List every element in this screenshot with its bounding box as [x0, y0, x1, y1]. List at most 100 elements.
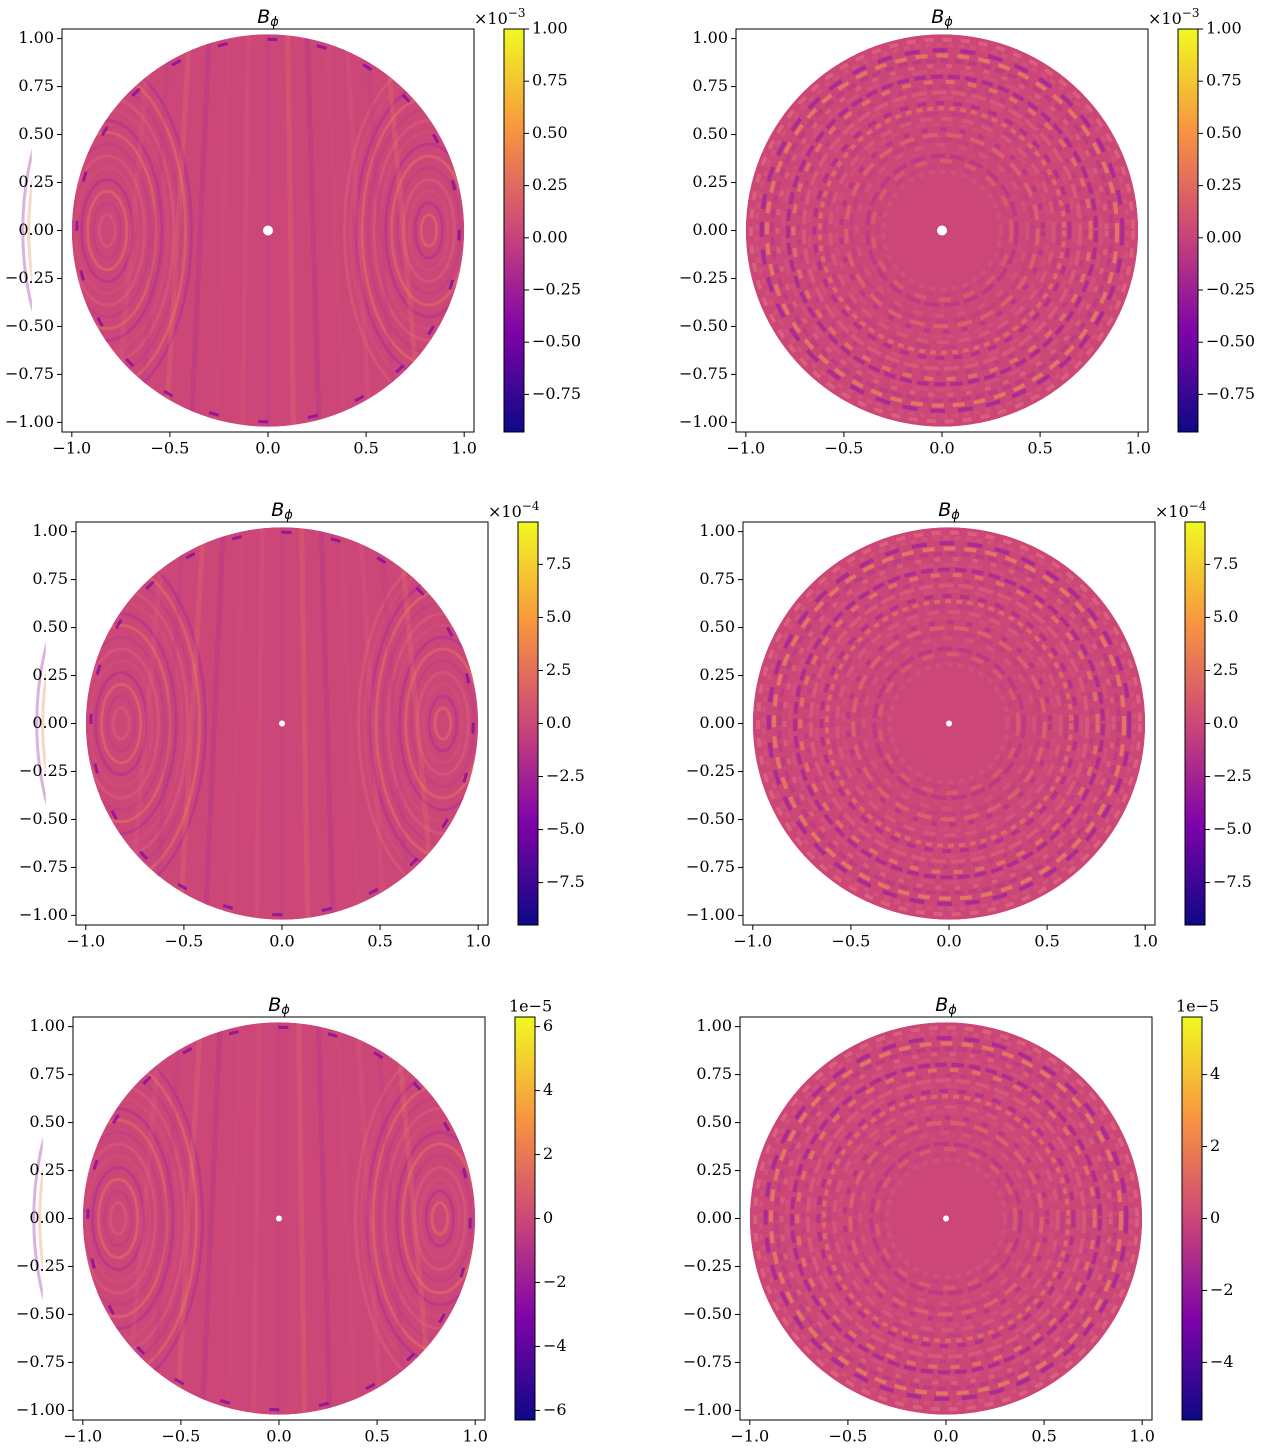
texture-ring — [827, 1099, 1065, 1338]
colorbar-tick-label: 0.25 — [1206, 175, 1242, 194]
texture-stripe — [250, 1022, 262, 1415]
colorbar-tick-label: 5.0 — [546, 607, 571, 626]
texture-ring — [869, 1141, 1023, 1296]
texture-ring — [790, 1062, 1102, 1375]
x-tick-label: 1.0 — [465, 932, 490, 951]
y-tick-label: 0.25 — [29, 1160, 65, 1179]
colorbar-tick-label: −0.75 — [1206, 384, 1255, 403]
colorbar-tick-label: 0.50 — [1206, 123, 1242, 142]
texture-stripe — [338, 527, 362, 920]
texture-stripe — [335, 1022, 359, 1415]
colorbar-tick-label: 0.75 — [1206, 71, 1242, 90]
y-tick-label: 0.50 — [18, 124, 54, 143]
texture-ring — [874, 1147, 1018, 1290]
colorbar-tick-label: 2.5 — [1213, 660, 1238, 679]
texture-stripe — [304, 34, 322, 427]
colorbar-tick-label: 7.5 — [546, 554, 571, 573]
texture-ring — [858, 1131, 1034, 1306]
y-tick-label: 1.00 — [699, 521, 735, 540]
texture-stripe — [318, 527, 336, 920]
y-tick-label: 1.00 — [32, 521, 68, 540]
y-tick-label: −0.50 — [5, 316, 54, 335]
colorbar-tick-label: −2.5 — [546, 766, 585, 785]
texture-ring — [798, 572, 1100, 875]
colorbar-offset: ×10−4 — [488, 499, 540, 521]
colorbar-tick-label: −0.25 — [532, 280, 581, 299]
texture-ring — [856, 630, 1042, 817]
texture-stripe — [363, 34, 399, 427]
center-hole — [943, 1215, 949, 1222]
colorbar-tick-label: −2 — [543, 1272, 567, 1291]
texture-arc — [105, 694, 137, 753]
y-tick-label: −1.00 — [5, 412, 54, 431]
colorbar-tick-label: −7.5 — [546, 872, 585, 891]
y-tick-label: 0.25 — [18, 172, 54, 191]
y-tick-label: 1.00 — [29, 1016, 65, 1035]
colorbar-tick-label: 2 — [543, 1144, 553, 1163]
colorbar-tick-label: 0.75 — [532, 71, 568, 90]
texture-ring — [828, 116, 1056, 345]
x-tick-label: 1.0 — [462, 1427, 487, 1446]
y-tick-label: 0.00 — [29, 1208, 65, 1227]
texture-ring — [800, 1073, 1092, 1364]
texture-stripe — [148, 1022, 184, 1415]
x-tick-label: 0.0 — [266, 1427, 291, 1446]
colorbar-tick-label: 2 — [1210, 1136, 1220, 1155]
x-tick-label: 0.0 — [933, 1427, 958, 1446]
texture-arc — [430, 1201, 450, 1236]
y-tick-label: 0.75 — [699, 569, 735, 588]
x-tick-label: 0.5 — [353, 439, 378, 458]
texture-arc — [97, 1177, 140, 1260]
texture-ring — [811, 1083, 1081, 1354]
texture-ring — [838, 127, 1046, 334]
colorbar-tick-label: 0 — [543, 1208, 553, 1227]
texture-stripe — [202, 527, 226, 920]
texture-ring — [833, 122, 1051, 339]
texture-ring — [808, 583, 1090, 864]
texture-stripe — [228, 527, 246, 920]
y-tick-label: 0.50 — [696, 1112, 732, 1131]
colorbar-offset: ×10−4 — [1155, 499, 1207, 521]
colorbar-tick-label: 2.5 — [546, 660, 571, 679]
texture-stripe — [285, 34, 297, 427]
y-tick-label: −0.25 — [683, 1256, 732, 1275]
x-tick-label: −0.5 — [164, 932, 203, 951]
texture-arc — [419, 213, 439, 248]
colorbar — [514, 1016, 536, 1421]
texture-arc — [108, 1201, 128, 1236]
x-tick-label: −0.5 — [161, 1427, 200, 1446]
texture-ring — [888, 662, 1010, 785]
colorbar-offset: ×10−3 — [1148, 6, 1199, 28]
y-tick-label: 0.25 — [692, 172, 728, 191]
texture-ring — [780, 69, 1104, 392]
y-tick-label: 0.75 — [32, 569, 68, 588]
center-hole — [279, 720, 285, 727]
colorbar-tick-label: 0.25 — [532, 175, 568, 194]
colorbar-tick-label: 1.00 — [1206, 19, 1242, 38]
texture-ring — [875, 164, 1009, 297]
texture-ring — [872, 646, 1026, 801]
y-tick-label: 0.75 — [692, 76, 728, 95]
colorbar — [517, 521, 539, 926]
x-tick-label: 0.5 — [1034, 932, 1059, 951]
y-tick-label: −0.75 — [683, 1352, 732, 1371]
texture-ring — [812, 100, 1072, 361]
y-tick-label: 0.25 — [699, 665, 735, 684]
x-tick-label: −1.0 — [730, 1427, 769, 1446]
colorbar — [1181, 1016, 1203, 1421]
colorbar-tick-label: 0.50 — [532, 123, 568, 142]
y-tick-label: 0.75 — [696, 1064, 732, 1083]
y-tick-label: −1.00 — [679, 412, 728, 431]
y-tick-label: −0.25 — [19, 761, 68, 780]
texture-arc — [418, 1177, 461, 1260]
title-base: B — [268, 994, 281, 1016]
x-tick-label: −1.0 — [66, 932, 105, 951]
texture-ring — [758, 1030, 1134, 1407]
colorbar-tick-label: 4 — [543, 1080, 553, 1099]
y-tick-label: −1.00 — [16, 1400, 65, 1419]
texture-ring — [881, 169, 1003, 292]
colorbar-tick-label: 7.5 — [1213, 554, 1238, 573]
texture-stripe — [324, 34, 348, 427]
texture-arc — [407, 189, 450, 272]
